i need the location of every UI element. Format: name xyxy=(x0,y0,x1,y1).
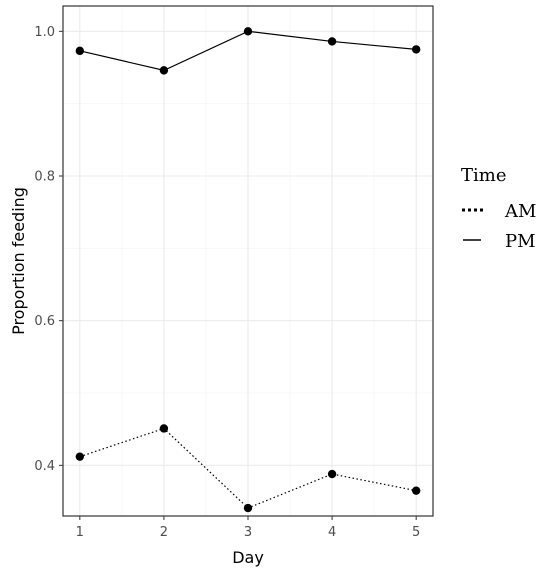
axis-ticks: 1 2 3 4 5 0.4 0.6 0.8 1.0 xyxy=(34,25,420,540)
legend-label-am: AM xyxy=(504,201,536,222)
data-point-pm xyxy=(159,66,169,75)
data-point-pm xyxy=(327,37,337,46)
x-tick-label: 4 xyxy=(328,525,336,540)
y-tick-label: 0.8 xyxy=(34,170,55,185)
data-point-am xyxy=(327,469,337,479)
x-tick-label: 5 xyxy=(412,525,420,540)
y-tick-label: 1.0 xyxy=(34,25,55,40)
data-point-am xyxy=(411,486,421,495)
series-layer xyxy=(75,27,421,513)
x-tick-label: 1 xyxy=(76,525,84,540)
y-tick-label: 0.4 xyxy=(34,459,55,474)
data-point-am xyxy=(243,503,253,513)
data-point-am xyxy=(159,424,169,433)
legend: Time AM PM xyxy=(461,165,536,252)
grid-layer xyxy=(63,6,433,516)
data-point-am xyxy=(75,452,85,461)
x-tick-label: 3 xyxy=(244,525,252,540)
y-axis-title: Proportion feeding xyxy=(9,187,28,335)
x-axis-title: Day xyxy=(232,548,264,567)
x-tick-label: 2 xyxy=(160,525,168,540)
data-point-pm xyxy=(243,27,253,36)
y-tick-label: 0.6 xyxy=(34,314,55,329)
data-point-pm xyxy=(75,46,85,56)
legend-title: Time xyxy=(461,165,506,186)
legend-label-pm: PM xyxy=(505,231,536,252)
data-point-pm xyxy=(411,45,421,54)
